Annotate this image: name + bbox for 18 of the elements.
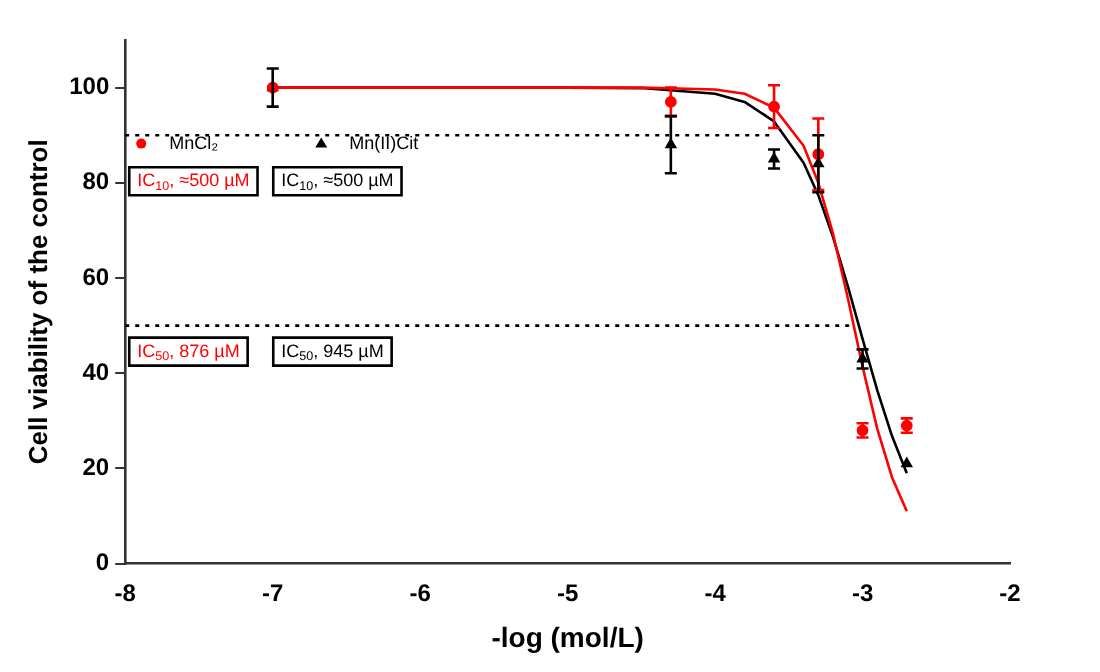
legend-label: MnCl₂ [169,132,220,153]
x-axis-title: -log (mol/L) [491,620,644,653]
point [901,457,913,468]
x-tick-label: -3 [851,578,874,607]
x-tick-label: -7 [262,578,285,607]
x-tick-label: -5 [556,578,579,607]
y-tick-label: 20 [82,453,110,482]
x-tick-label: -8 [114,578,137,607]
y-tick-label: 80 [82,167,110,196]
y-tick-label: 100 [69,72,110,101]
y-tick-label: 40 [82,357,110,386]
x-tick-label: -2 [999,578,1022,607]
x-tick-label: -4 [704,578,727,607]
y-tick-label: 0 [95,548,110,577]
legend-label: Mn(II)Cit [349,132,420,153]
y-tick-label: 60 [82,262,110,291]
y-axis-title: Cell viability of the control [22,139,53,465]
x-tick-label: -6 [409,578,432,607]
